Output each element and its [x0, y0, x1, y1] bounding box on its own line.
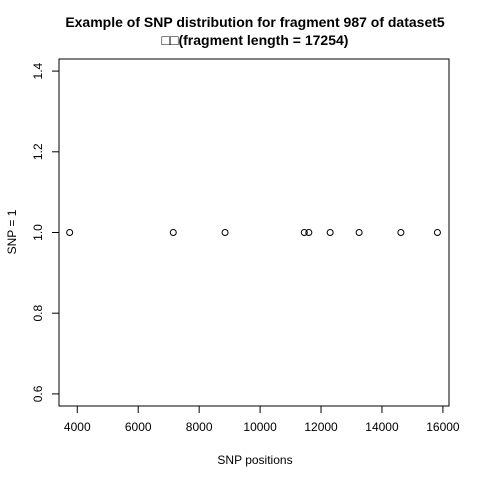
chart-title-line1: Example of SNP distribution for fragment…: [65, 14, 445, 30]
x-tick-label: 12000: [304, 420, 338, 434]
x-axis: 4000 6000 8000 10000 12000 14000 16000: [64, 405, 460, 434]
data-point: [355, 229, 363, 236]
data-point: [221, 229, 229, 236]
data-point: [326, 229, 334, 236]
chart-title-line2: □□(fragment length = 17254): [162, 32, 349, 48]
y-tick-label: 0.8: [31, 305, 45, 322]
x-tick-label: 8000: [186, 420, 213, 434]
x-tick-label: 16000: [426, 420, 460, 434]
y-tick-label: 1.2: [31, 143, 45, 160]
data-point: [305, 229, 313, 236]
data-point: [66, 229, 74, 236]
x-axis-label: SNP positions: [217, 453, 292, 467]
y-axis: 0.6 0.8 1.0 1.2 1.4: [31, 62, 60, 402]
data-point: [169, 229, 177, 236]
y-axis-label: SNP = 1: [5, 209, 19, 254]
data-point: [300, 229, 308, 236]
data-point: [433, 229, 441, 236]
data-points: [66, 229, 441, 236]
plot-area-frame: [58, 58, 450, 407]
y-tick-label: 0.6: [31, 385, 45, 402]
x-tick-label: 6000: [125, 420, 152, 434]
data-point: [397, 229, 405, 236]
x-tick-label: 14000: [365, 420, 399, 434]
y-tick-label: 1.0: [31, 224, 45, 241]
x-tick-label: 4000: [64, 420, 91, 434]
y-tick-label: 1.4: [31, 62, 45, 79]
x-tick-label: 10000: [243, 420, 277, 434]
